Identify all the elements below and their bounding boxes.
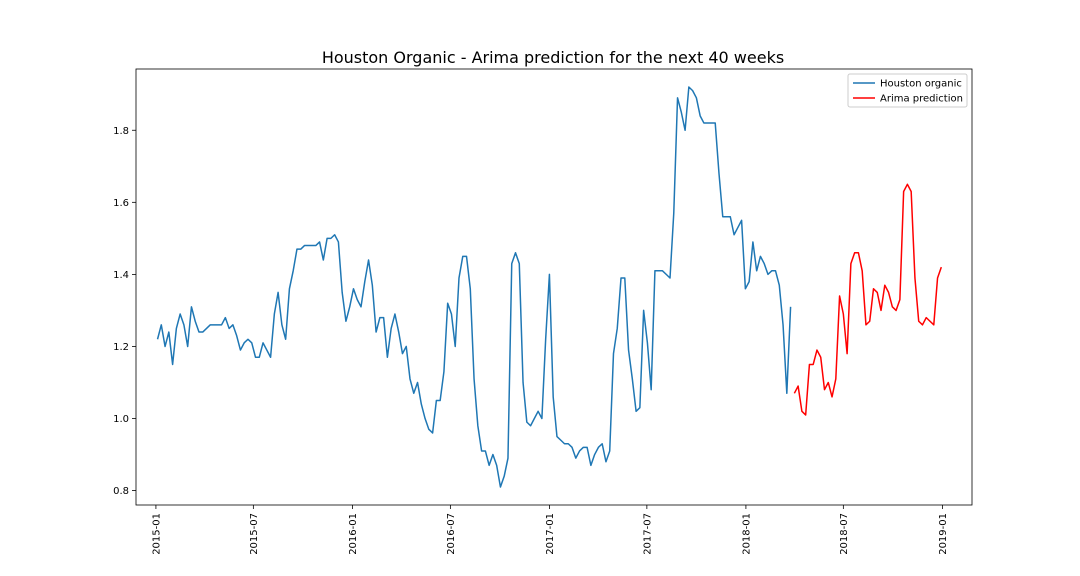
x-tick-label: 2016-01 [348, 513, 359, 555]
chart-title: Houston Organic - Arima prediction for t… [322, 48, 784, 67]
x-tick-label: 2019-01 [938, 513, 949, 555]
y-tick-label: 1.8 [113, 126, 129, 137]
y-tick-label: 1.6 [113, 198, 129, 209]
y-tick-label: 0.8 [113, 486, 129, 497]
y-tick-label: 1.0 [113, 414, 129, 425]
legend-label-0: Houston organic [880, 79, 962, 90]
series-line-0 [156, 86, 792, 488]
series-layer [156, 86, 943, 488]
legend-label-1: Arima prediction [880, 94, 963, 105]
x-tick-label: 2015-01 [151, 513, 162, 555]
plot-frame [135, 68, 973, 506]
series-line-1 [793, 183, 943, 416]
x-tick-label: 2017-07 [642, 513, 653, 555]
x-tick-label: 2015-07 [249, 513, 260, 555]
axes-layer: 0.8 1.0 1.2 1.4 1.6 1.8 2015-01 2015-07 2016-01 2… [113, 68, 973, 555]
legend-box [847, 73, 968, 108]
y-tick-label: 1.2 [113, 342, 129, 353]
x-tick-label: 2018-07 [839, 513, 850, 555]
y-tick-label: 1.4 [113, 270, 129, 281]
x-tick-label: 2016-07 [446, 513, 457, 555]
legend: Houston organic Arima prediction [847, 73, 968, 108]
x-tick-label: 2018-01 [741, 513, 752, 555]
x-tick-label: 2017-01 [545, 513, 556, 555]
